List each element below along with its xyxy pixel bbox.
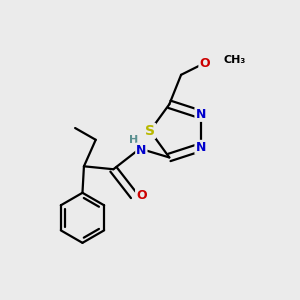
Text: H: H	[129, 135, 139, 146]
Text: O: O	[199, 56, 210, 70]
Text: N: N	[195, 141, 206, 154]
Text: CH₃: CH₃	[224, 55, 246, 64]
Text: S: S	[145, 124, 155, 138]
Text: O: O	[136, 189, 147, 202]
Text: N: N	[136, 144, 146, 157]
Text: N: N	[195, 108, 206, 121]
